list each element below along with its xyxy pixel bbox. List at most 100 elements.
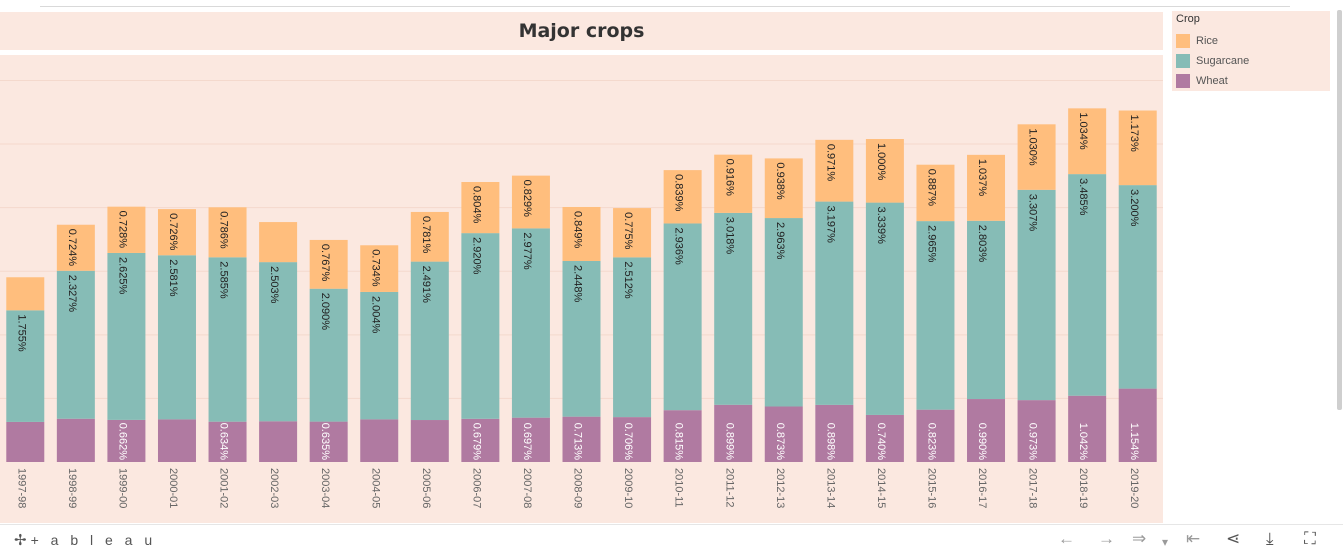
data-label-rice-2004-05: 0.734% [369,249,381,287]
vertical-scrollbar[interactable] [1337,10,1342,410]
bar-rice-1998-99[interactable] [56,224,95,271]
bar-rice-2012-13[interactable] [764,158,803,219]
bar-wheat-2009-10[interactable] [613,417,652,462]
bar-sugarcane-2004-05[interactable] [360,291,399,420]
bar-rice-2017-18[interactable] [1017,124,1056,190]
data-label-sugarcane-1999-00: 2.625% [117,257,129,295]
bar-wheat-2013-14[interactable] [815,404,854,462]
bar-wheat-2006-07[interactable] [461,418,500,462]
bar-rice-1997-98[interactable] [6,277,45,311]
bar-rice-2018-19[interactable] [1068,108,1107,175]
x-tick-label-2010-11: 2010-11 [673,468,685,508]
bar-rice-2007-08[interactable] [511,175,550,229]
bar-sugarcane-2007-08[interactable] [511,228,550,418]
bar-rice-2015-16[interactable] [916,164,955,222]
bar-sugarcane-2008-09[interactable] [562,260,601,417]
share-button[interactable]: ⋖ [1226,529,1241,548]
bar-rice-2002-03[interactable] [259,222,298,263]
data-label-sugarcane-2003-04: 2.090% [319,293,331,331]
download-button[interactable]: ⤓ [1266,529,1274,548]
bar-wheat-2001-02[interactable] [208,421,247,462]
bar-wheat-2005-06[interactable] [410,420,449,462]
x-tick-label-1998-99: 1998-99 [66,468,78,508]
bar-wheat-2018-19[interactable] [1068,395,1107,462]
bar-wheat-2011-12[interactable] [714,404,753,462]
data-label-rice-2009-10: 0.775% [622,212,634,250]
bar-wheat-1998-99[interactable] [56,418,95,462]
bar-sugarcane-2016-17[interactable] [967,220,1006,400]
bar-sugarcane-2005-06[interactable] [410,261,449,421]
bar-wheat-2012-13[interactable] [764,406,803,462]
bar-wheat-2004-05[interactable] [360,419,399,462]
bar-sugarcane-2001-02[interactable] [208,257,247,422]
data-label-sugarcane-2014-15: 3.339% [875,207,887,245]
redo-button[interactable]: → [1098,529,1115,548]
data-label-sugarcane-2007-08: 2.977% [521,232,533,270]
bar-wheat-2015-16[interactable] [916,409,955,462]
bar-sugarcane-1998-99[interactable] [56,270,95,419]
bar-rice-2019-20[interactable] [1118,110,1157,186]
bar-rice-2004-05[interactable] [360,245,399,292]
bar-wheat-1997-98[interactable] [6,421,45,462]
x-tick-label-2014-15: 2014-15 [875,468,887,508]
bar-sugarcane-2000-01[interactable] [157,255,196,420]
bar-sugarcane-2018-19[interactable] [1068,174,1107,396]
revert-menu-chevron-down-icon[interactable]: ▾ [1162,535,1169,549]
bar-rice-2011-12[interactable] [714,154,753,213]
bar-rice-2003-04[interactable] [309,239,348,289]
legend-item-wheat[interactable]: Wheat [1176,73,1228,89]
bar-sugarcane-2009-10[interactable] [613,257,652,418]
x-tick-label-2016-17: 2016-17 [976,468,988,508]
undo-button[interactable]: ← [1058,529,1075,548]
bar-wheat-2016-17[interactable] [967,399,1006,462]
data-label-wheat-2012-13: 0.873% [774,423,786,461]
data-label-wheat-2008-09: 0.713% [572,423,584,461]
reset-button[interactable]: ⇤ [1186,529,1201,548]
bar-sugarcane-2017-18[interactable] [1017,189,1056,401]
bar-sugarcane-1999-00[interactable] [107,252,146,420]
chart-title: Major crops [518,20,645,42]
bar-rice-2006-07[interactable] [461,181,500,234]
tableau-logo-icon: ✢ [14,532,27,549]
bar-sugarcane-2002-03[interactable] [259,262,298,422]
revert-button[interactable]: ⇒ [1132,529,1147,548]
bar-rice-2000-01[interactable] [157,209,196,256]
bar-wheat-2008-09[interactable] [562,416,601,462]
bar-sugarcane-2015-16[interactable] [916,221,955,410]
fullscreen-button[interactable]: ⛶ [1304,529,1316,548]
bar-rice-2001-02[interactable] [208,207,247,258]
bar-rice-1999-00[interactable] [107,206,146,253]
bar-wheat-2007-08[interactable] [511,417,550,462]
bar-rice-2008-09[interactable] [562,206,601,261]
bar-sugarcane-2012-13[interactable] [764,218,803,407]
bar-sugarcane-2011-12[interactable] [714,212,753,405]
bar-sugarcane-2013-14[interactable] [815,201,854,405]
legend-item-sugarcane[interactable]: Sugarcane [1176,53,1249,69]
bar-rice-2009-10[interactable] [613,208,652,258]
bar-rice-2016-17[interactable] [967,154,1006,221]
bar-rice-2014-15[interactable] [865,139,904,203]
bar-sugarcane-2014-15[interactable] [865,202,904,415]
data-label-rice-2007-08: 0.829% [521,180,533,218]
data-label-sugarcane-2019-20: 3.200% [1128,189,1140,227]
bar-sugarcane-1997-98[interactable] [6,310,45,422]
bar-wheat-2010-11[interactable] [663,410,702,462]
bar-rice-2005-06[interactable] [410,211,449,262]
bar-wheat-2000-01[interactable] [157,419,196,462]
bar-rice-2013-14[interactable] [815,139,854,202]
legend-item-rice[interactable]: Rice [1176,33,1218,49]
tableau-brand[interactable]: ✢ + a b l e a u [14,531,156,549]
bar-wheat-2003-04[interactable] [309,421,348,462]
bar-wheat-1999-00[interactable] [107,419,146,462]
legend[interactable]: Crop Rice Sugarcane Wheat [1172,11,1330,91]
bar-wheat-2019-20[interactable] [1118,388,1157,462]
bar-wheat-2014-15[interactable] [865,414,904,462]
data-label-sugarcane-2005-06: 2.491% [420,266,432,304]
bar-sugarcane-2019-20[interactable] [1118,185,1157,389]
bar-wheat-2002-03[interactable] [259,421,298,462]
bar-wheat-2017-18[interactable] [1017,400,1056,462]
bar-sugarcane-2010-11[interactable] [663,223,702,411]
bar-rice-2010-11[interactable] [663,170,702,224]
bar-sugarcane-2006-07[interactable] [461,233,500,419]
bar-sugarcane-2003-04[interactable] [309,288,348,422]
